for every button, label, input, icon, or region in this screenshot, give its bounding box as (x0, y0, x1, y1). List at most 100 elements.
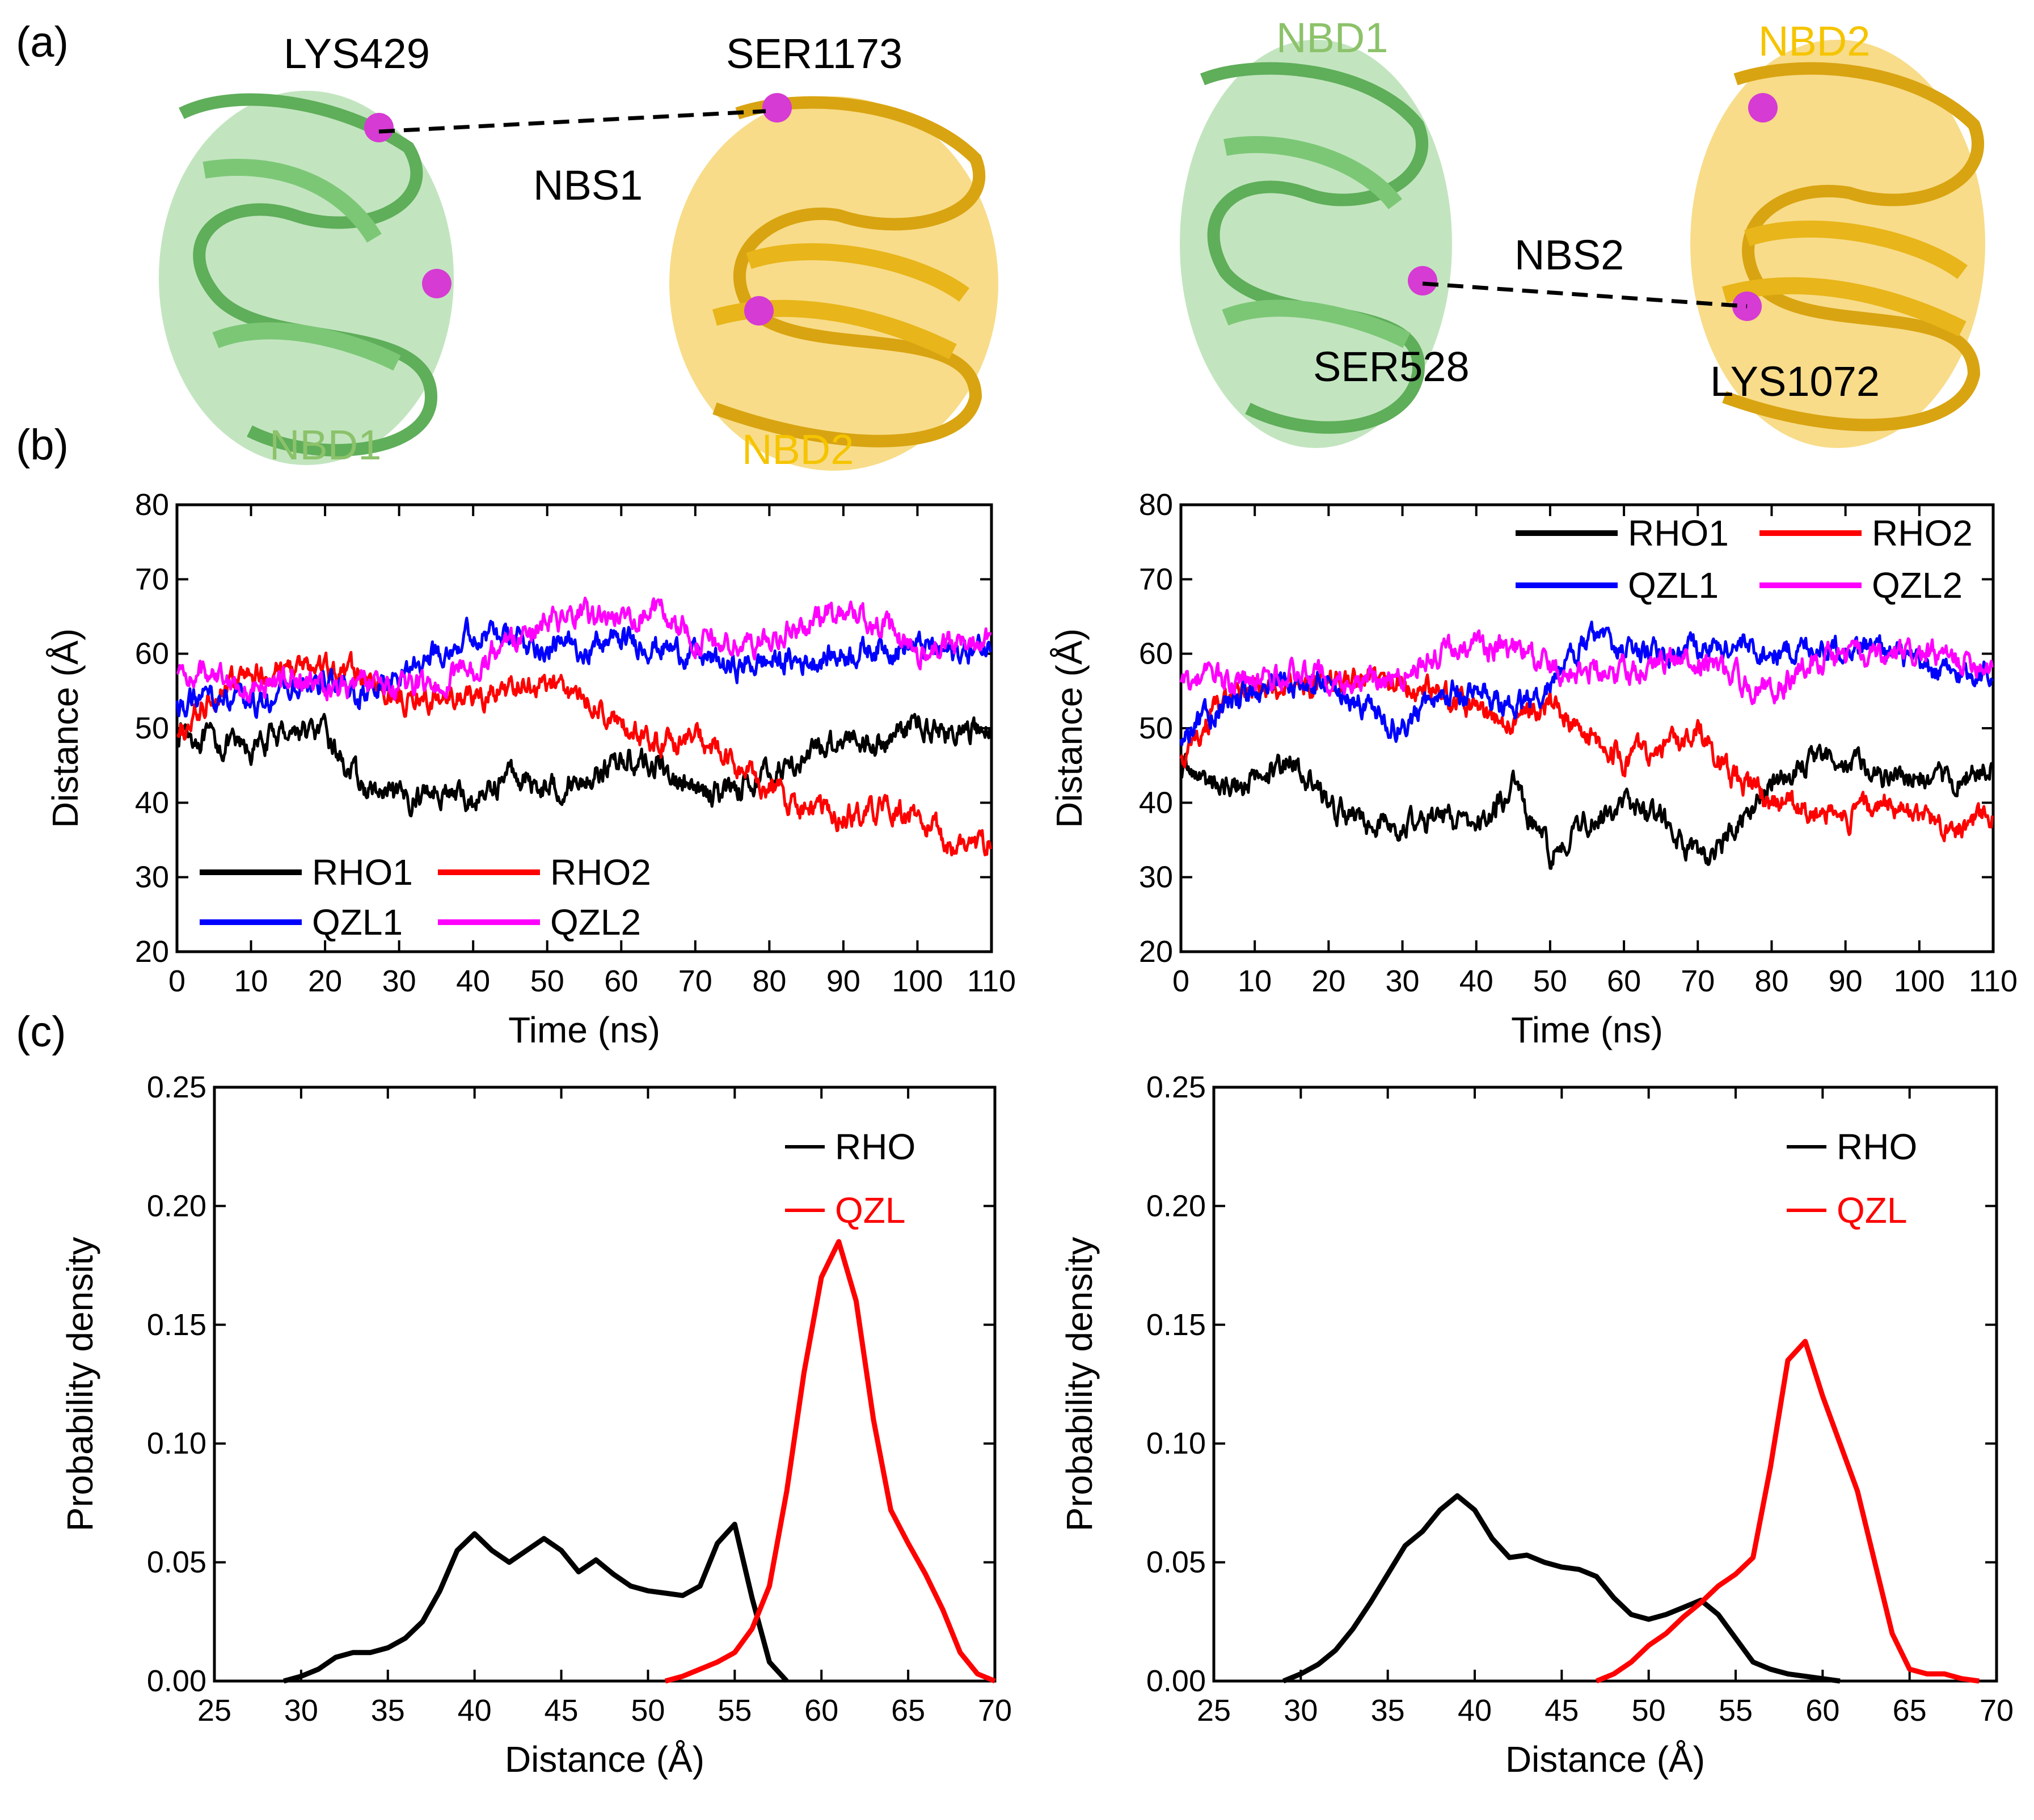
y-tick-label: 0.25 (147, 1070, 206, 1104)
series-line-RHO (283, 1522, 789, 1684)
x-tick-label: 20 (308, 964, 342, 998)
y-axis-label: Probability density (1059, 1237, 1100, 1531)
x-tick-label: 10 (234, 964, 268, 998)
panel-label-c: (c) (16, 1008, 66, 1056)
y-tick-label: 0.20 (1146, 1189, 1206, 1223)
x-tick-label: 55 (1719, 1694, 1753, 1728)
x-tick-label: 80 (752, 964, 786, 998)
x-tick-label: 40 (458, 1694, 492, 1728)
nbd1-ribbon-right (1180, 40, 1452, 448)
x-tick-label: 0 (168, 964, 185, 998)
x-tick-label: 70 (978, 1694, 1012, 1728)
x-tick-label: 30 (1386, 964, 1420, 998)
domain-nbd2-right: NBD2 (1758, 18, 1870, 65)
x-tick-label: 25 (197, 1694, 231, 1728)
x-tick-label: 45 (545, 1694, 579, 1728)
y-tick-label: 40 (1139, 786, 1173, 820)
y-tick-label: 60 (1139, 637, 1173, 671)
x-tick-label: 110 (1969, 964, 2018, 998)
x-tick-label: 45 (1545, 1694, 1579, 1728)
series-line-RHO1 (175, 713, 992, 818)
sphere-icon (422, 269, 451, 298)
y-tick-label: 0.00 (147, 1664, 206, 1698)
domain-nbd1-right: NBD1 (1276, 14, 1388, 61)
legend-label-QZL2: QZL2 (550, 902, 641, 943)
series-line-QZL2 (176, 596, 992, 704)
x-tick-label: 40 (456, 964, 490, 998)
residue-lys1072: LYS1072 (1710, 358, 1880, 405)
x-tick-label: 110 (967, 964, 1016, 998)
x-tick-label: 80 (1754, 964, 1788, 998)
series-line-RHO1 (1179, 744, 1994, 870)
nbs1-dashed-line (378, 109, 766, 134)
x-tick-label: 0 (1172, 964, 1189, 998)
y-tick-label: 0.05 (147, 1545, 206, 1580)
y-tick-label: 0.05 (1146, 1545, 1206, 1580)
chart-c-left: 25 30 35 40 45 50 55 60 65 70 0.00 0.05 0.10 0.15 0.20… (60, 1070, 1012, 1780)
x-axis-label: Time (ns) (1511, 1010, 1663, 1050)
x-tick-label: 20 (1311, 964, 1345, 998)
chart-c-right: 25 30 35 40 45 50 55 60 65 70 0.00 0.05 0.10 0.15 0.20… (1059, 1070, 2014, 1780)
chart-b-left: 0 10 20 30 40 50 60 70 80 90 100 110 20 30 40 50 60 70 80 T… (45, 488, 1016, 1050)
structure-left: LYS429 SER1173 NBS1 NBD1 NBD2 (159, 30, 998, 473)
legend-label-QZL: QZL (835, 1190, 905, 1231)
legend-label-QZL2: QZL2 (1872, 565, 1963, 606)
x-tick-label: 55 (718, 1694, 752, 1728)
x-tick-label: 50 (530, 964, 564, 998)
y-tick-label: 0.15 (147, 1308, 206, 1342)
panel-label-b: (b) (16, 421, 69, 469)
y-tick-label: 30 (1139, 860, 1173, 894)
structure-right: NBD1 NBD2 NBS2 SER528 LYS1072 (1180, 14, 1985, 448)
series-line-QZL (1595, 1338, 1980, 1684)
sphere-icon (1408, 266, 1437, 295)
x-tick-label: 60 (804, 1694, 838, 1728)
sphere-icon (744, 296, 774, 326)
x-axis-label: Distance (Å) (505, 1739, 704, 1780)
y-axis-label: Distance (Å) (1049, 628, 1090, 828)
x-tick-label: 40 (1458, 1694, 1492, 1728)
y-tick-label: 0.25 (1146, 1070, 1206, 1104)
residue-lys429: LYS429 (284, 30, 430, 77)
y-axis-label: Probability density (60, 1237, 100, 1531)
legend-label-RHO1: RHO1 (1628, 513, 1729, 554)
y-tick-label: 20 (135, 935, 169, 969)
y-tick-label: 80 (1139, 488, 1173, 522)
y-tick-label: 50 (1139, 711, 1173, 745)
y-tick-label: 0.15 (1146, 1308, 1206, 1342)
residue-ser1173: SER1173 (726, 30, 902, 77)
y-tick-label: 50 (135, 711, 169, 745)
y-tick-label: 80 (135, 488, 169, 522)
x-tick-label: 30 (1284, 1694, 1318, 1728)
x-tick-label: 90 (1829, 964, 1863, 998)
chart-b-right: 0 10 20 30 40 50 60 70 80 90 100 110 20 30 40 50 60 70 80 T… (1049, 488, 2018, 1050)
site-nbs2: NBS2 (1514, 231, 1624, 278)
y-tick-label: 30 (135, 860, 169, 894)
x-tick-label: 65 (1893, 1694, 1927, 1728)
series-line-QZL (664, 1239, 996, 1684)
x-tick-label: 65 (891, 1694, 925, 1728)
sphere-icon (762, 93, 792, 123)
x-tick-label: 60 (604, 964, 638, 998)
y-tick-label: 0.00 (1146, 1664, 1206, 1698)
series-line-RHO2 (176, 651, 992, 856)
legend-label-RHO2: RHO2 (550, 852, 651, 893)
x-tick-label: 30 (284, 1694, 318, 1728)
x-tick-label: 70 (1681, 964, 1715, 998)
series-line-QZL1 (1179, 620, 1994, 746)
plot-frame (213, 1086, 997, 1683)
nbd2-ribbon-right (1690, 40, 1985, 448)
x-tick-label: 100 (892, 964, 943, 998)
legend-label-RHO: RHO (835, 1126, 915, 1167)
sphere-icon (364, 113, 394, 142)
x-tick-label: 50 (631, 1694, 665, 1728)
x-tick-label: 25 (1197, 1694, 1231, 1728)
x-tick-label: 30 (382, 964, 416, 998)
series-line-QZL2 (1179, 629, 1994, 706)
x-tick-label: 40 (1459, 964, 1493, 998)
x-tick-label: 60 (1805, 1694, 1839, 1728)
y-tick-label: 40 (135, 786, 169, 820)
nbs2-dashed-line (1422, 281, 1748, 309)
y-tick-label: 70 (135, 562, 169, 596)
charts: 0 10 20 30 40 50 60 70 80 90 100 110 20 30 40 50 60 70 80 T… (45, 488, 2018, 1780)
